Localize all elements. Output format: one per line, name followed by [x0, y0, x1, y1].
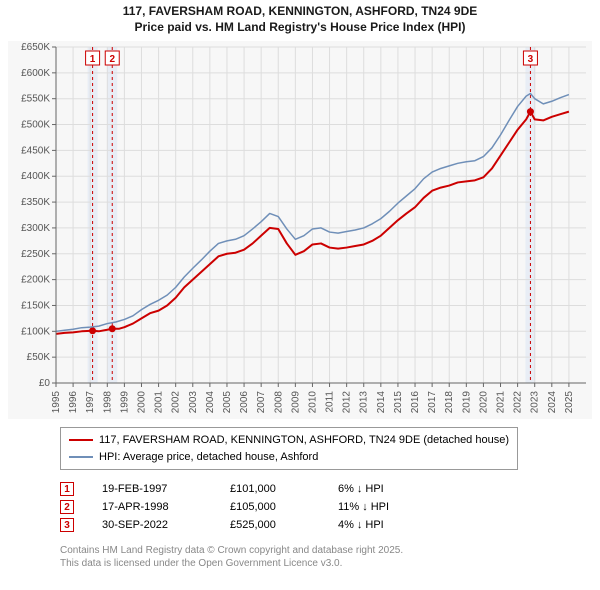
svg-text:£450K: £450K: [21, 146, 50, 157]
svg-text:2022: 2022: [513, 391, 524, 414]
svg-text:1995: 1995: [51, 391, 62, 414]
sale-date: 17-APR-1998: [102, 501, 202, 513]
svg-text:2013: 2013: [359, 391, 370, 414]
svg-text:2010: 2010: [307, 391, 318, 414]
sale-diff-pct: 6%: [338, 483, 354, 495]
svg-text:£250K: £250K: [21, 249, 50, 260]
svg-text:£550K: £550K: [21, 94, 50, 105]
svg-text:2014: 2014: [376, 391, 387, 414]
sale-date: 19-FEB-1997: [102, 483, 202, 495]
chart-svg: 1 2 3 £0 £50K £100K £150K £200K £250K £300K £350K £…: [8, 41, 592, 419]
svg-text:1: 1: [90, 54, 96, 65]
legend-swatch: [69, 456, 93, 458]
svg-text:£150K: £150K: [21, 301, 50, 312]
svg-text:2024: 2024: [547, 391, 558, 414]
sale-date: 30-SEP-2022: [102, 519, 202, 531]
sale-diff-pct: 11%: [338, 501, 359, 513]
svg-text:2025: 2025: [564, 391, 575, 414]
sale-marker: 2: [60, 500, 74, 514]
svg-text:1999: 1999: [119, 391, 130, 414]
sale-row: 1 19-FEB-1997 £101,000 6%↓HPI: [60, 480, 592, 498]
svg-text:2005: 2005: [222, 391, 233, 414]
sale-diff: 4%↓HPI: [338, 519, 384, 531]
sale-price: £105,000: [230, 501, 310, 513]
svg-text:2003: 2003: [188, 391, 199, 414]
svg-text:£200K: £200K: [21, 275, 50, 286]
sale-diff: 6%↓HPI: [338, 483, 384, 495]
sale-diff-pct: 4%: [338, 519, 354, 531]
svg-text:1998: 1998: [102, 391, 113, 414]
svg-text:2009: 2009: [290, 391, 301, 414]
arrow-down-icon: ↓: [357, 483, 363, 495]
svg-text:£650K: £650K: [21, 42, 50, 53]
svg-text:1997: 1997: [85, 391, 96, 414]
legend-row: 117, FAVERSHAM ROAD, KENNINGTON, ASHFORD…: [69, 432, 509, 449]
svg-text:£500K: £500K: [21, 120, 50, 131]
svg-text:2018: 2018: [444, 391, 455, 414]
line-chart: 1 2 3 £0 £50K £100K £150K £200K £250K £300K £350K £…: [8, 41, 592, 419]
svg-text:2007: 2007: [256, 391, 267, 414]
legend-swatch: [69, 439, 93, 441]
svg-text:2015: 2015: [393, 391, 404, 414]
legend: 117, FAVERSHAM ROAD, KENNINGTON, ASHFORD…: [60, 427, 518, 470]
svg-text:2004: 2004: [205, 391, 216, 414]
svg-text:2021: 2021: [496, 391, 507, 414]
title-line-2: Price paid vs. HM Land Registry's House …: [8, 20, 592, 36]
sale-diff: 11%↓HPI: [338, 501, 389, 513]
svg-text:1996: 1996: [68, 391, 79, 414]
arrow-down-icon: ↓: [362, 501, 368, 513]
svg-text:2019: 2019: [461, 391, 472, 414]
svg-text:2006: 2006: [239, 391, 250, 414]
svg-text:£300K: £300K: [21, 223, 50, 234]
legend-label: HPI: Average price, detached house, Ashf…: [99, 449, 318, 466]
svg-text:2001: 2001: [154, 391, 165, 414]
svg-text:£350K: £350K: [21, 197, 50, 208]
svg-text:2: 2: [109, 54, 115, 65]
svg-text:£100K: £100K: [21, 326, 50, 337]
credit-text: Contains HM Land Registry data © Crown c…: [60, 544, 592, 570]
svg-text:£0: £0: [39, 378, 51, 389]
svg-text:3: 3: [528, 54, 534, 65]
legend-label: 117, FAVERSHAM ROAD, KENNINGTON, ASHFORD…: [99, 432, 509, 449]
sale-price: £525,000: [230, 519, 310, 531]
svg-text:2017: 2017: [427, 391, 438, 414]
svg-text:2023: 2023: [530, 391, 541, 414]
sale-row: 3 30-SEP-2022 £525,000 4%↓HPI: [60, 516, 592, 534]
arrow-down-icon: ↓: [357, 519, 363, 531]
credit-line-2: This data is licensed under the Open Gov…: [60, 557, 592, 570]
sale-marker: 1: [60, 482, 74, 496]
svg-text:2011: 2011: [325, 391, 336, 413]
sale-marker: 3: [60, 518, 74, 532]
svg-text:£600K: £600K: [21, 68, 50, 79]
svg-text:2012: 2012: [342, 391, 353, 414]
sale-price: £101,000: [230, 483, 310, 495]
sale-diff-suffix: HPI: [365, 519, 383, 531]
svg-text:2008: 2008: [273, 391, 284, 414]
svg-text:2020: 2020: [478, 391, 489, 414]
credit-line-1: Contains HM Land Registry data © Crown c…: [60, 544, 592, 557]
sale-diff-suffix: HPI: [371, 501, 389, 513]
svg-text:2000: 2000: [136, 391, 147, 414]
svg-text:2002: 2002: [171, 391, 182, 414]
legend-row: HPI: Average price, detached house, Ashf…: [69, 449, 509, 466]
sale-row: 2 17-APR-1998 £105,000 11%↓HPI: [60, 498, 592, 516]
chart-title: 117, FAVERSHAM ROAD, KENNINGTON, ASHFORD…: [8, 4, 592, 35]
sale-diff-suffix: HPI: [365, 483, 383, 495]
svg-text:£50K: £50K: [27, 352, 51, 363]
svg-text:£400K: £400K: [21, 171, 50, 182]
sales-table: 119-FEB-1997£101,0006%↓HPI217-APR-1998£1…: [60, 480, 592, 534]
svg-text:2016: 2016: [410, 391, 421, 414]
title-line-1: 117, FAVERSHAM ROAD, KENNINGTON, ASHFORD…: [8, 4, 592, 20]
